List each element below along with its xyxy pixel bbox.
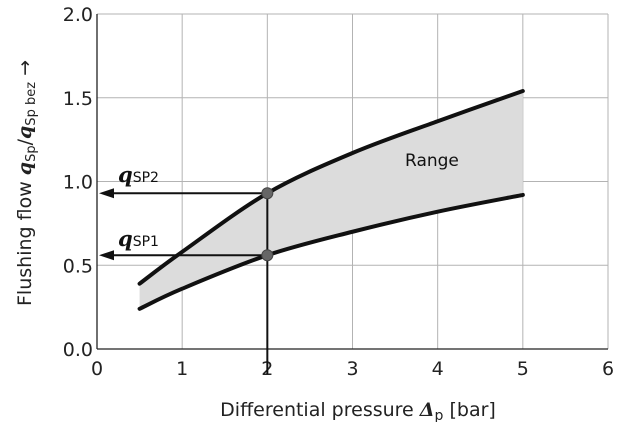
q-sp1-symbol: q [118,226,133,251]
q-sp2-label: qSP2 [118,162,159,187]
y-axis-title-text: Flushing flow [14,175,36,306]
x-tick-label-5: 5 [517,358,529,380]
range-band [139,91,523,309]
y-axis-symbol-1: q [14,162,36,175]
x-tick-label-3: 3 [346,358,358,380]
x-tick-label-1: 1 [176,358,188,380]
q-sp2-point [261,187,274,200]
lower-curve [137,192,525,311]
y-tick-label-3: 1.5 [63,88,93,110]
x-axis-symbol: Δ [419,399,435,421]
y-tick-label-0: 0.0 [63,339,93,361]
x-tick-label-4: 4 [432,358,444,380]
q-sp1-point [261,249,274,262]
y-tick-label-1: 0.5 [63,255,93,277]
q-sp1-arrow-head [99,250,114,261]
x-axis-unit: [bar] [443,399,495,421]
q-sp1-label: qSP1 [118,226,159,251]
y-axis-slash: / [14,138,36,145]
marker-points [261,187,274,262]
x-axis-title: Differential pressure Δp [bar] [220,399,496,422]
y-axis-subscript-2: Sp bez [24,82,39,126]
x-axis-subscript: p [435,408,444,422]
q-sp2-subscript: SP2 [133,170,159,186]
upper-curve [137,89,525,286]
q-sp1-subscript: SP1 [133,234,159,250]
series-curves [137,89,525,311]
y-axis-title: Flushing flow qSp/qSp bez → [14,60,39,306]
q-sp2-symbol: q [118,162,133,187]
y-tick-label-4: 2.0 [63,4,93,26]
y-tick-label-2: 1.0 [63,172,93,194]
y-axis-subscript-1: Sp [24,145,39,162]
plot-frame [96,14,608,350]
x-tick-label-0: 0 [91,358,103,380]
range-label: Range [405,151,459,171]
y-axis-symbol-2: q [14,126,36,139]
q-sp2-arrow-head [99,188,114,199]
y-axis-arrow: → [14,60,36,82]
guide-lines [99,188,269,374]
x-tick-label-6: 6 [602,358,614,380]
x-axis-title-text: Differential pressure [220,399,420,421]
